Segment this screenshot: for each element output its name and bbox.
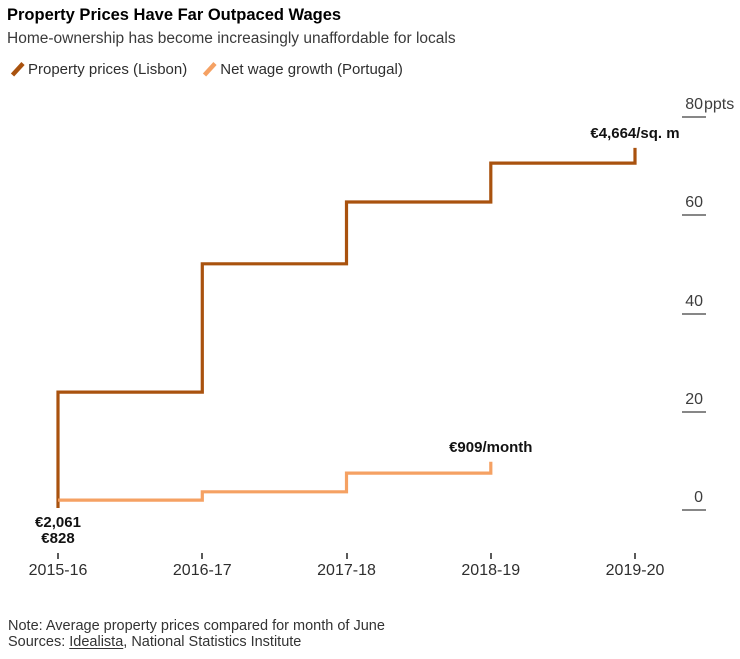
page-subtitle: Home-ownership has become increasingly u…	[7, 30, 456, 47]
y-axis-tick-mark	[682, 116, 706, 118]
series-start-labels: €2,061 €828	[35, 515, 81, 547]
slash-line-icon	[10, 62, 25, 77]
end-label-wage-growth: €909/month	[449, 438, 533, 456]
legend-item-wage-growth: Net wage growth (Portugal)	[202, 60, 403, 78]
x-axis-tick-label: 2018-19	[461, 562, 521, 579]
page-title: Property Prices Have Far Outpaced Wages	[7, 6, 342, 24]
series-line-property-prices	[56, 147, 637, 508]
x-axis-tick-label: 2015-16	[28, 562, 88, 579]
y-axis-tick-label: 80	[685, 96, 703, 113]
end-label-property-prices: €4,664/sq. m	[590, 124, 680, 142]
sources-prefix: Sources:	[8, 634, 70, 650]
sources-line: Sources: Idealista, National Statistics …	[8, 634, 385, 650]
y-axis-tick-label: 60	[685, 194, 703, 212]
legend-label: Net wage growth (Portugal)	[220, 60, 403, 78]
y-axis-tick-mark	[682, 312, 706, 315]
x-axis-tick-mark	[345, 553, 348, 559]
footnote: Note: Average property prices compared f…	[8, 618, 385, 634]
series-line-wage-growth	[58, 461, 493, 502]
footer: Note: Average property prices compared f…	[8, 618, 385, 650]
x-axis-tick-label: 2017-18	[317, 562, 376, 579]
y-axis-tick-mark	[682, 214, 706, 217]
y-axis-tick-mark	[682, 509, 706, 511]
y-axis-tick-label: 40	[685, 292, 703, 310]
y-axis-unit-label: ppts	[704, 96, 735, 113]
x-axis-tick-mark	[57, 553, 59, 559]
x-axis-tick-mark	[201, 553, 204, 559]
legend-item-property-prices: Property prices (Lisbon)	[10, 60, 187, 78]
y-axis-tick-mark	[682, 410, 706, 413]
start-label-wage-growth: €828	[41, 530, 75, 547]
x-axis-tick-mark	[489, 553, 492, 559]
y-axis-tick-label: 20	[685, 390, 703, 408]
x-axis-tick-label: 2019-20	[605, 562, 665, 579]
source-link-idealista[interactable]: Idealista	[69, 634, 124, 650]
legend: Property prices (Lisbon) Net wage growth…	[10, 60, 403, 78]
legend-label: Property prices (Lisbon)	[28, 60, 188, 78]
sources-suffix: , National Statistics Institute	[123, 634, 302, 650]
x-axis-tick-label: 2016-17	[172, 562, 232, 579]
slash-line-icon	[203, 62, 217, 77]
start-label-property-prices: €2,061	[35, 514, 81, 531]
x-axis-tick-mark	[634, 553, 636, 559]
y-axis-tick-label: 0	[694, 489, 703, 506]
